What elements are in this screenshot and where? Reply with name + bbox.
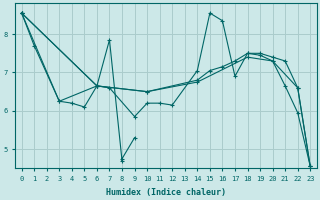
X-axis label: Humidex (Indice chaleur): Humidex (Indice chaleur) bbox=[106, 188, 226, 197]
